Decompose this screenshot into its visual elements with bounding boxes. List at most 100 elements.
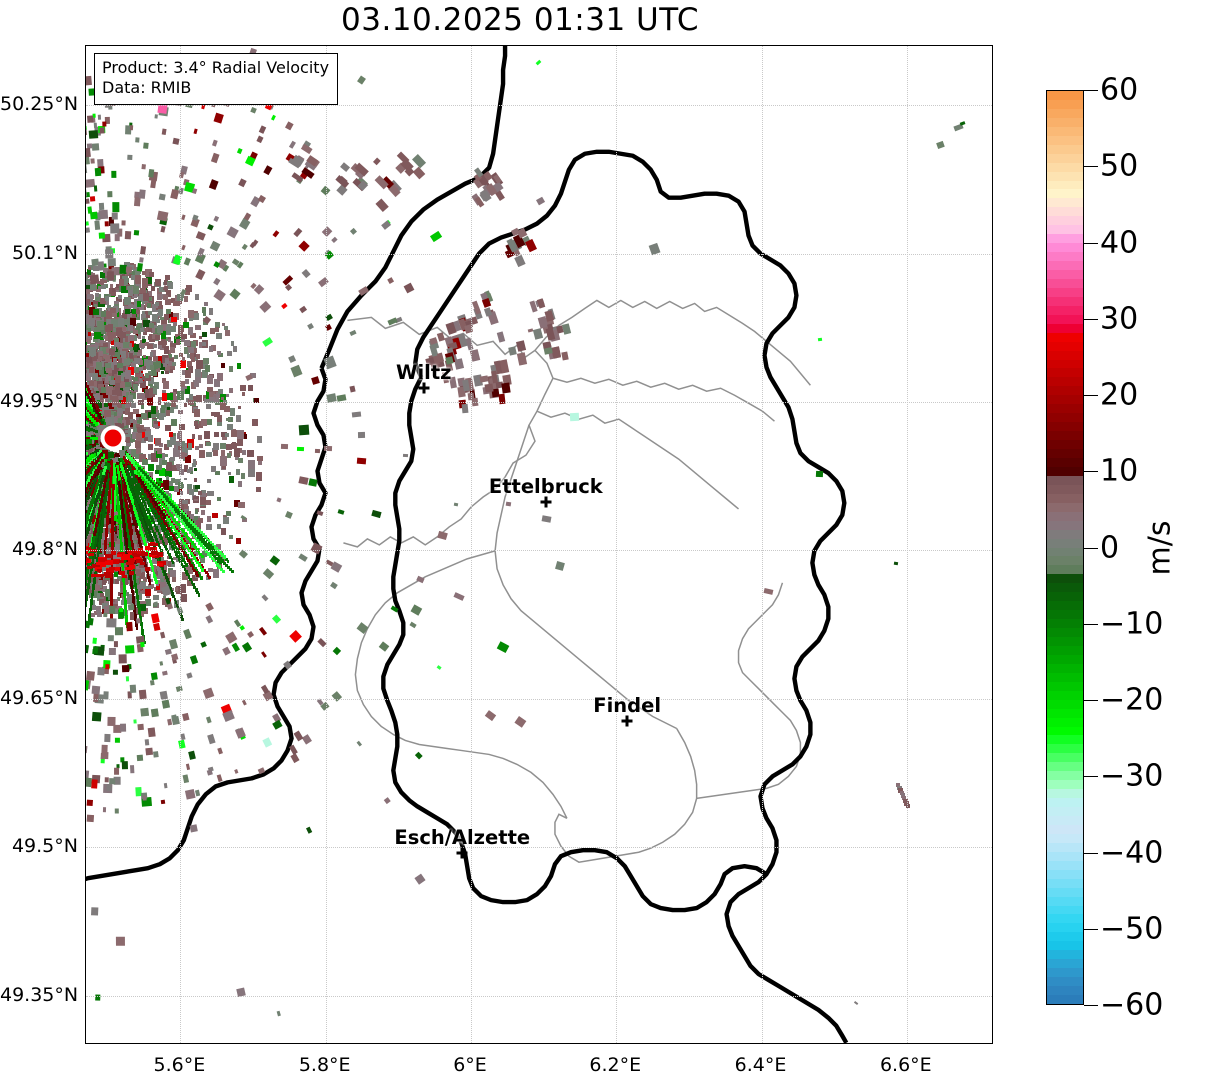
echo-pixel bbox=[169, 456, 176, 462]
echo-pixel bbox=[133, 357, 140, 365]
echo-pixel bbox=[201, 331, 207, 338]
echo-pixel bbox=[183, 477, 188, 481]
echo-pixel bbox=[149, 365, 154, 371]
echo-pixel bbox=[88, 381, 94, 386]
echo-pixel bbox=[239, 384, 246, 391]
echo-pixel bbox=[184, 370, 192, 379]
echo-pixel bbox=[160, 408, 166, 413]
echo-pixel bbox=[87, 356, 93, 363]
echo-pixel bbox=[162, 479, 170, 488]
echo-pixel bbox=[161, 323, 167, 331]
echo-pixel bbox=[226, 417, 231, 422]
echo-pixel bbox=[98, 339, 104, 347]
echo-pixel bbox=[208, 568, 213, 573]
echo-pixel bbox=[207, 490, 214, 496]
echo-pixel bbox=[128, 352, 133, 358]
echo-pixel bbox=[181, 572, 189, 580]
echo-pixel bbox=[170, 316, 177, 323]
echo-pixel bbox=[89, 284, 96, 291]
echo-pixel bbox=[148, 464, 154, 471]
echo-pixel bbox=[141, 278, 148, 288]
echo-pixel bbox=[115, 289, 120, 293]
echo-pixel bbox=[155, 464, 162, 470]
echo-pixel bbox=[195, 485, 200, 490]
echo-pixel bbox=[221, 363, 226, 368]
echo-pixel bbox=[216, 333, 223, 340]
echo-pixel bbox=[206, 452, 212, 457]
echo-pixel bbox=[206, 386, 213, 393]
echo-pixel bbox=[105, 336, 109, 341]
echo-pixel bbox=[133, 383, 138, 391]
echo-pixel bbox=[248, 468, 255, 478]
echo-pixel bbox=[119, 279, 125, 287]
echo-pixel bbox=[107, 376, 111, 381]
echo-pixel bbox=[248, 459, 255, 470]
echo-pixel bbox=[220, 401, 226, 410]
echo-pixel bbox=[173, 448, 180, 457]
echo-pixel bbox=[162, 381, 169, 389]
echo-pixel bbox=[94, 430, 98, 434]
echo-pixel bbox=[155, 302, 160, 307]
echo-pixel bbox=[205, 499, 211, 505]
echo-pixel bbox=[86, 361, 87, 367]
echo-pixel bbox=[207, 478, 211, 484]
echo-pixel bbox=[212, 569, 220, 579]
echo-pixel bbox=[188, 347, 194, 353]
echo-pixel bbox=[163, 295, 168, 300]
echo-pixel bbox=[165, 462, 172, 471]
echo-pixel bbox=[156, 288, 162, 295]
echo-pixel bbox=[107, 452, 114, 458]
echo-pixel bbox=[100, 311, 107, 318]
radar-map-plot[interactable]: Wiltz Ettelbruck Findel Esch/Alzette Produc… bbox=[85, 45, 993, 1044]
echo-pixel bbox=[187, 484, 193, 490]
echo-pixel bbox=[124, 382, 131, 388]
echo-pixel bbox=[114, 341, 119, 347]
echo-pixel bbox=[89, 347, 96, 356]
echo-pixel bbox=[132, 293, 138, 298]
echo-pixel bbox=[214, 326, 219, 333]
echo-pixel bbox=[204, 302, 208, 307]
echo-pixel bbox=[181, 594, 188, 603]
echo-pixel bbox=[93, 309, 99, 315]
echo-pixel bbox=[163, 401, 167, 406]
echo-pixel bbox=[165, 424, 172, 432]
echo-pixel bbox=[226, 351, 233, 356]
echo-pixel bbox=[96, 362, 102, 370]
echo-pixel bbox=[200, 419, 208, 426]
echo-pixel bbox=[241, 473, 246, 480]
echo-pixel bbox=[96, 392, 101, 399]
echo-pixel bbox=[174, 355, 179, 359]
echo-pixel bbox=[105, 296, 109, 302]
echo-pixel bbox=[228, 365, 233, 373]
echo-pixel bbox=[157, 448, 162, 454]
echo-pixel bbox=[212, 443, 219, 451]
echo-pixel bbox=[195, 445, 200, 451]
echo-pixel bbox=[231, 430, 238, 437]
echo-pixel bbox=[105, 367, 112, 374]
echo-pixel bbox=[229, 535, 234, 540]
map-vector-layer bbox=[86, 46, 849, 1043]
echo-pixel bbox=[218, 352, 224, 358]
echo-pixel bbox=[120, 350, 127, 359]
echo-pixel bbox=[169, 369, 173, 374]
echo-pixel bbox=[193, 379, 199, 387]
echo-pixel bbox=[186, 468, 191, 474]
echo-pixel bbox=[113, 604, 117, 610]
echo-pixel bbox=[193, 409, 200, 417]
echo-pixel bbox=[99, 278, 105, 286]
echo-pixel bbox=[238, 502, 245, 508]
echo-pixel bbox=[159, 539, 163, 544]
echo-pixel bbox=[189, 332, 196, 339]
echo-pixel bbox=[170, 569, 176, 577]
echo-pixel bbox=[92, 429, 96, 433]
echo-pixel bbox=[200, 509, 205, 515]
echo-pixel bbox=[184, 340, 191, 346]
echo-pixel bbox=[161, 371, 165, 375]
echo-pixel bbox=[133, 286, 139, 295]
echo-pixel bbox=[193, 467, 197, 472]
echo-pixel bbox=[86, 284, 90, 290]
echo-pixel bbox=[102, 354, 107, 358]
echo-pixel bbox=[90, 332, 95, 336]
echo-pixel bbox=[100, 272, 106, 279]
echo-pixel bbox=[155, 360, 161, 368]
